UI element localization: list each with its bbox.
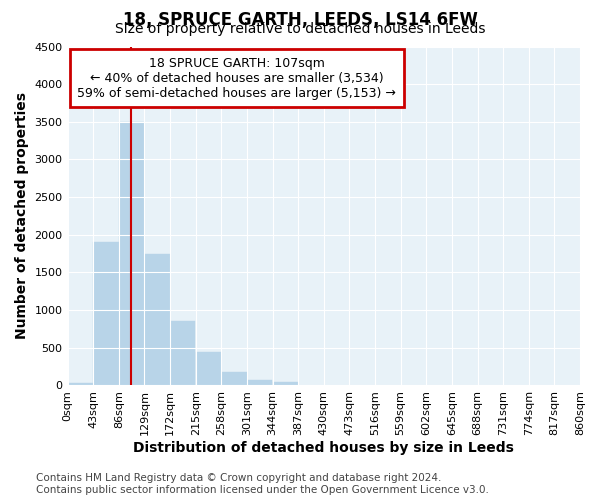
Bar bbox=[145, 254, 170, 386]
Bar bbox=[68, 383, 93, 386]
Bar bbox=[94, 242, 119, 386]
Bar bbox=[247, 380, 272, 386]
Y-axis label: Number of detached properties: Number of detached properties bbox=[15, 92, 29, 340]
Text: 18, SPRUCE GARTH, LEEDS, LS14 6FW: 18, SPRUCE GARTH, LEEDS, LS14 6FW bbox=[122, 11, 478, 29]
X-axis label: Distribution of detached houses by size in Leeds: Distribution of detached houses by size … bbox=[133, 441, 514, 455]
Bar bbox=[273, 382, 298, 386]
Bar bbox=[119, 122, 144, 386]
Text: 18 SPRUCE GARTH: 107sqm
← 40% of detached houses are smaller (3,534)
59% of semi: 18 SPRUCE GARTH: 107sqm ← 40% of detache… bbox=[77, 56, 396, 100]
Bar bbox=[170, 322, 196, 386]
Bar bbox=[196, 352, 221, 386]
Text: Size of property relative to detached houses in Leeds: Size of property relative to detached ho… bbox=[115, 22, 485, 36]
Bar bbox=[221, 372, 247, 386]
Text: Contains HM Land Registry data © Crown copyright and database right 2024.
Contai: Contains HM Land Registry data © Crown c… bbox=[36, 474, 489, 495]
